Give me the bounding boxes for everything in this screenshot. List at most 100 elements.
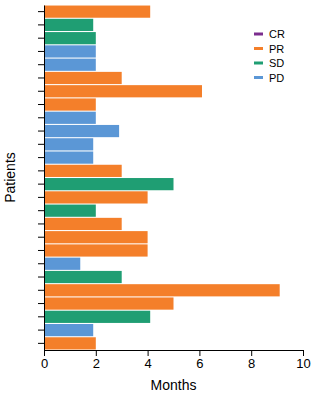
bar [44, 205, 96, 217]
y-tick [38, 343, 44, 344]
y-tick-mark [38, 263, 44, 264]
y-tick-mark [38, 237, 44, 238]
bar [44, 324, 93, 336]
y-tick-mark [38, 170, 44, 171]
y-tick-mark [38, 250, 44, 251]
x-tick: 10 [296, 350, 310, 371]
x-tick-label: 10 [296, 356, 310, 371]
x-tick: 6 [196, 350, 203, 371]
bar [44, 85, 202, 97]
legend-swatch [254, 33, 263, 36]
bar [44, 138, 93, 150]
bar [44, 165, 122, 177]
y-tick-mark [38, 117, 44, 118]
y-tick-mark [38, 77, 44, 78]
y-tick [38, 210, 44, 211]
bar [44, 244, 148, 256]
y-tick-mark [38, 131, 44, 132]
bar [44, 178, 174, 190]
bar [44, 151, 93, 163]
y-tick [38, 197, 44, 198]
bar [44, 258, 80, 270]
x-tick-mark [96, 350, 97, 356]
y-tick [38, 157, 44, 158]
bar [44, 72, 122, 84]
y-tick-mark [38, 157, 44, 158]
y-tick-mark [38, 210, 44, 211]
x-tick-label: 8 [248, 356, 255, 371]
bar [44, 32, 96, 44]
y-tick-mark [38, 11, 44, 12]
bar [44, 6, 150, 18]
y-tick [38, 38, 44, 39]
y-tick [38, 250, 44, 251]
y-tick-mark [38, 104, 44, 105]
y-tick-mark [38, 51, 44, 52]
y-tick [38, 144, 44, 145]
y-tick-mark [38, 330, 44, 331]
x-axis-title: Months [151, 377, 197, 393]
y-tick-mark [38, 223, 44, 224]
y-axis-line [44, 6, 45, 351]
bar [44, 98, 96, 110]
bars [44, 6, 280, 350]
y-tick [38, 316, 44, 317]
y-tick-mark [38, 290, 44, 291]
bar [44, 271, 122, 283]
bar [44, 19, 93, 31]
legend-swatch [254, 76, 263, 79]
plot: 0 2 4 6 8 10 [38, 6, 311, 372]
y-tick-mark [38, 277, 44, 278]
legend-item: PR [254, 43, 284, 55]
y-tick-mark [38, 24, 44, 25]
x-tick-label: 0 [41, 356, 48, 371]
legend-swatch [254, 62, 263, 65]
x-tick-mark [44, 350, 45, 356]
y-axis-title: Patients [2, 152, 18, 203]
y-tick-mark [38, 91, 44, 92]
bar [44, 59, 96, 71]
legend-label: PD [269, 72, 284, 84]
y-tick-mark [38, 184, 44, 185]
bar [44, 218, 122, 230]
legend-swatch [254, 47, 263, 50]
y-tick [38, 24, 44, 25]
y-tick-mark [38, 316, 44, 317]
chart: 0 2 4 6 8 10 Months Patients CR PR SD PD [0, 0, 312, 400]
y-tick [38, 131, 44, 132]
y-tick [38, 91, 44, 92]
legend-label: SD [269, 57, 284, 69]
y-tick [38, 77, 44, 78]
x-tick: 8 [248, 350, 255, 371]
x-axis-line [45, 350, 304, 351]
bar [44, 284, 280, 296]
bar [44, 45, 96, 57]
x-tick: 2 [93, 350, 100, 371]
x-tick-label: 2 [93, 356, 100, 371]
y-tick [38, 170, 44, 171]
x-tick: 0 [41, 350, 48, 371]
y-tick-mark [38, 197, 44, 198]
legend-item: PD [254, 72, 284, 84]
y-tick-mark [38, 303, 44, 304]
x-tick-mark [251, 350, 252, 356]
y-tick [38, 104, 44, 105]
y-tick [38, 290, 44, 291]
bar [44, 191, 148, 203]
bar [44, 311, 150, 323]
bar [44, 125, 119, 137]
y-tick [38, 223, 44, 224]
y-tick [38, 303, 44, 304]
bar [44, 231, 148, 243]
y-tick [38, 263, 44, 264]
x-tick-label: 4 [144, 356, 151, 371]
y-tick [38, 51, 44, 52]
legend: CR PR SD PD [254, 28, 285, 84]
y-tick-mark [38, 38, 44, 39]
legend-label: CR [269, 28, 285, 40]
x-tick-mark [303, 350, 304, 356]
y-tick-mark [38, 64, 44, 65]
x-axis: 0 2 4 6 8 10 [41, 350, 311, 371]
legend-label: PR [269, 43, 284, 55]
y-tick-mark [38, 343, 44, 344]
